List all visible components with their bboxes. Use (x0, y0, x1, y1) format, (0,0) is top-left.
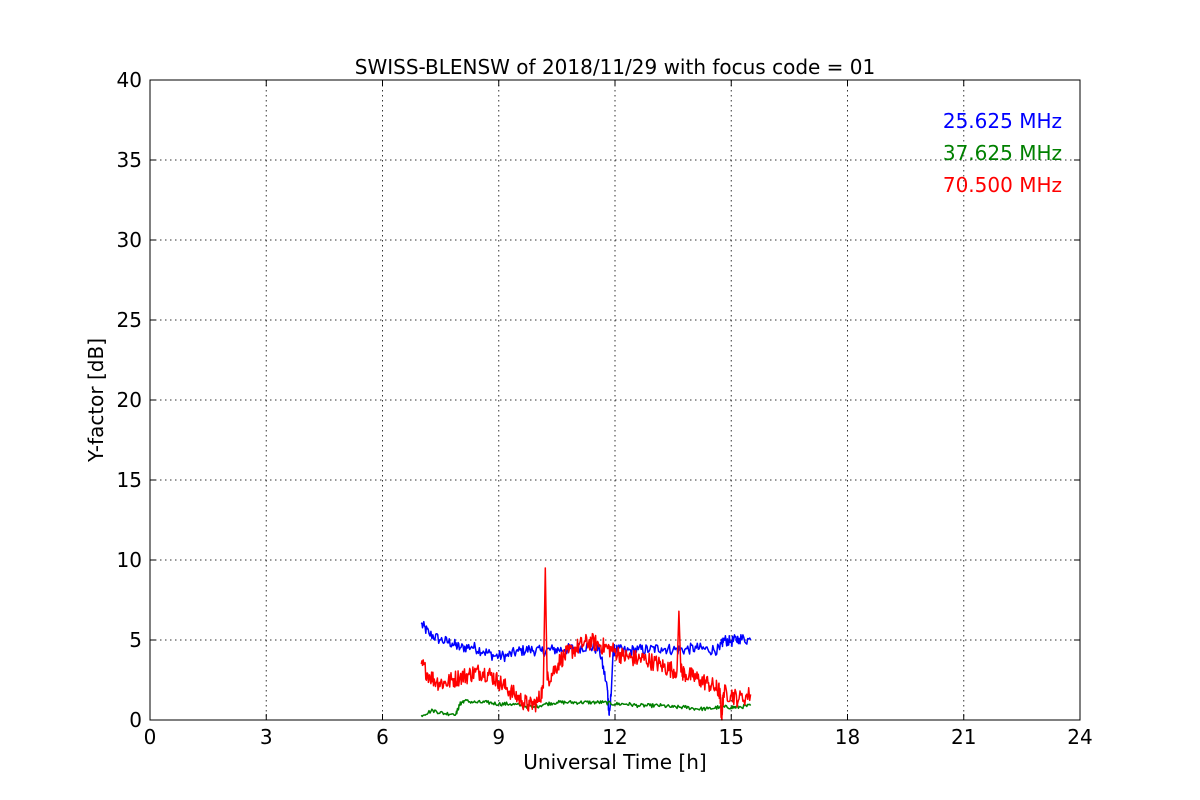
legend-entry-3: 70.500 MHz (943, 173, 1062, 197)
y-tick-label: 5 (129, 628, 142, 652)
x-tick-label: 18 (835, 725, 860, 749)
y-tick-label: 25 (117, 308, 142, 332)
y-tick-label: 10 (117, 548, 142, 572)
y-tick-label: 20 (117, 388, 142, 412)
x-tick-label: 9 (492, 725, 505, 749)
x-tick-label: 6 (376, 725, 389, 749)
x-tick-label: 0 (144, 725, 157, 749)
series-line-3 (420, 567, 752, 721)
x-tick-label: 12 (602, 725, 627, 749)
ticks: 0 3 6 9 12 15 18 21 24 0 5 10 15 20 25 30 35 40 (117, 68, 1093, 749)
series-line-2 (420, 698, 752, 718)
y-tick-label: 35 (117, 148, 142, 172)
y-axis-label: Y-factor [dB] (84, 338, 108, 463)
legend-entry-1: 25.625 MHz (943, 109, 1062, 133)
y-tick-label: 40 (117, 68, 142, 92)
x-tick-label: 3 (260, 725, 273, 749)
y-tick-label: 0 (129, 708, 142, 732)
x-tick-label: 21 (951, 725, 976, 749)
y-tick-label: 15 (117, 468, 142, 492)
x-axis-label: Universal Time [h] (523, 750, 706, 774)
x-tick-label: 24 (1067, 725, 1092, 749)
legend-entry-2: 37.625 MHz (943, 141, 1062, 165)
series-layer (420, 567, 752, 721)
x-tick-label: 15 (719, 725, 744, 749)
y-tick-label: 30 (117, 228, 142, 252)
grid (149, 79, 1081, 721)
chart-title: SWISS-BLENSW of 2018/11/29 with focus co… (355, 55, 876, 79)
series-line-1 (420, 620, 752, 716)
legend: 25.625 MHz 37.625 MHz 70.500 MHz (943, 109, 1062, 197)
